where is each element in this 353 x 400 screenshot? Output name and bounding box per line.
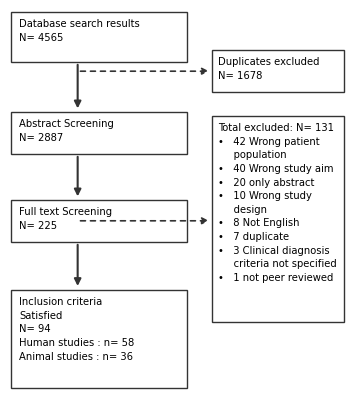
FancyBboxPatch shape <box>212 50 344 92</box>
FancyBboxPatch shape <box>11 290 187 388</box>
Text: Abstract Screening
N= 2887: Abstract Screening N= 2887 <box>19 119 114 143</box>
Text: Duplicates excluded
N= 1678: Duplicates excluded N= 1678 <box>218 57 320 81</box>
FancyBboxPatch shape <box>11 112 187 154</box>
Text: Inclusion criteria
Satisfied
N= 94
Human studies : n= 58
Animal studies : n= 36: Inclusion criteria Satisfied N= 94 Human… <box>19 297 134 362</box>
FancyBboxPatch shape <box>11 12 187 62</box>
FancyBboxPatch shape <box>212 116 344 322</box>
Text: Full text Screening
N= 225: Full text Screening N= 225 <box>19 207 113 231</box>
FancyBboxPatch shape <box>11 200 187 242</box>
Text: Total excluded: N= 131
•   42 Wrong patient
     population
•   40 Wrong study a: Total excluded: N= 131 • 42 Wrong patien… <box>218 123 337 283</box>
Text: Database search results
N= 4565: Database search results N= 4565 <box>19 19 140 43</box>
